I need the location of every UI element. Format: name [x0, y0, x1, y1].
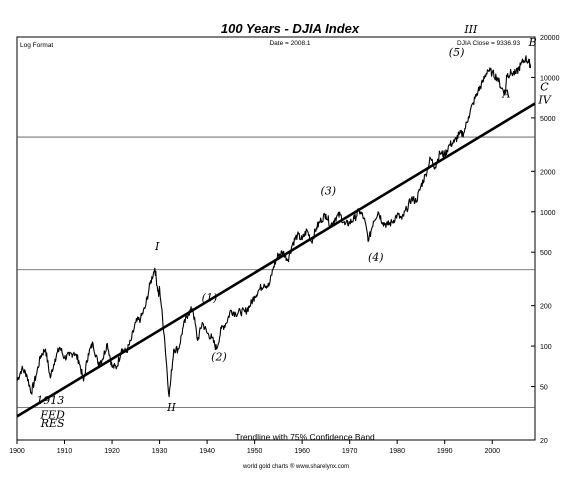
wave-annotation: FED — [39, 408, 65, 421]
y-tick-label: 20000 — [540, 35, 560, 42]
x-tick-label: 1950 — [247, 448, 263, 455]
x-tick-label: 1920 — [104, 448, 120, 455]
trendline — [16, 102, 536, 418]
x-tick-label: 1970 — [342, 448, 358, 455]
y-tick-label: 50 — [540, 385, 548, 392]
source-label: world gold charts ® www.sharelynx.com — [242, 463, 349, 470]
y-tick-label: 20 — [540, 438, 548, 445]
wave-annotation: C — [540, 80, 549, 93]
x-tick-label: 1990 — [437, 448, 453, 455]
plot-frame — [16, 36, 536, 441]
wave-annotation: IV — [537, 93, 551, 106]
wave-annotation: (1) — [202, 291, 218, 304]
wave-annotation: 1913 — [36, 394, 64, 407]
wave-annotation: III — [463, 23, 478, 36]
x-tick-label: 1900 — [9, 448, 25, 455]
x-tick-label: 1910 — [57, 448, 73, 455]
confidence-bands — [17, 136, 535, 408]
x-tick-label: 1940 — [199, 448, 215, 455]
wave-annotation: (5) — [449, 46, 465, 59]
y-tick-label: 1000 — [540, 210, 556, 217]
date-label: Date = 2008.1 — [269, 40, 310, 47]
wave-annotation: (3) — [320, 184, 336, 197]
wave-annotation: (4) — [368, 251, 384, 264]
wave-annotation: A — [502, 87, 511, 100]
wave-annotation: (2) — [211, 351, 227, 364]
wave-annotation: RES — [40, 417, 65, 430]
y-tick-label: 100 — [540, 344, 552, 351]
log-format-label: Log Format — [20, 42, 53, 49]
wave-annotation: I — [154, 240, 160, 253]
x-tick-label: 2000 — [484, 448, 500, 455]
y-tick-label: 500 — [540, 250, 552, 257]
y-tick-label: 2000 — [540, 169, 556, 176]
chart-title: 100 Years - DJIA Index — [221, 21, 360, 36]
y-axis: 20000 10000 5000 2000 1000 500 200 100 50 20 — [531, 35, 560, 445]
y-tick-label: 10000 — [540, 75, 560, 82]
wave-annotation: II — [166, 401, 176, 414]
band-caption: Trendline with 75% Confidence Band — [235, 432, 375, 442]
y-tick-label: 5000 — [540, 116, 556, 123]
trendline-group — [16, 102, 536, 418]
x-axis: 1900 1910 1920 1930 1940 1950 1960 1970 1980 1990… — [9, 440, 500, 455]
x-tick-label: 1930 — [152, 448, 168, 455]
x-tick-label: 1980 — [389, 448, 405, 455]
wave-annotation: B — [528, 36, 537, 49]
djia-close-label: DJIA Close = 9336.93 — [457, 40, 520, 47]
y-tick-label: 200 — [540, 304, 552, 311]
x-tick-label: 1960 — [294, 448, 310, 455]
